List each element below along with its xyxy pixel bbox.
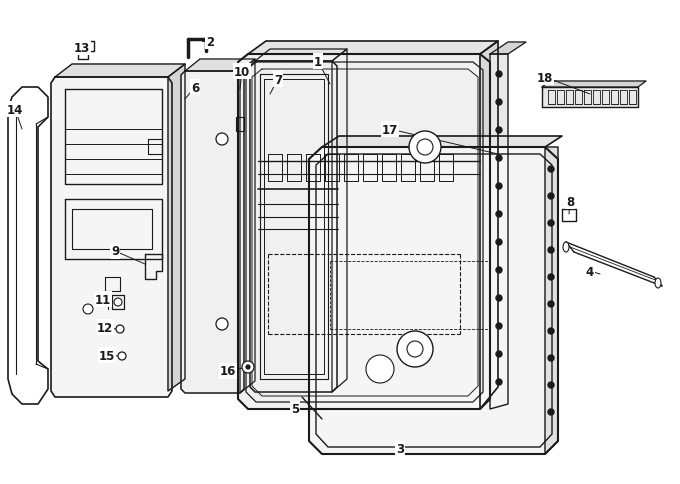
Text: 1: 1: [314, 55, 322, 68]
Polygon shape: [322, 136, 562, 148]
Circle shape: [496, 379, 502, 385]
Text: 4: 4: [586, 265, 594, 278]
Circle shape: [496, 128, 502, 134]
Polygon shape: [309, 148, 558, 454]
Text: 16: 16: [220, 365, 236, 378]
Circle shape: [496, 72, 502, 78]
Circle shape: [548, 328, 554, 334]
Circle shape: [496, 156, 502, 162]
Circle shape: [83, 304, 93, 314]
Circle shape: [246, 365, 250, 369]
Circle shape: [496, 100, 502, 106]
Circle shape: [548, 382, 554, 388]
Text: 7: 7: [274, 74, 282, 86]
Circle shape: [548, 302, 554, 307]
Polygon shape: [332, 50, 347, 392]
Polygon shape: [248, 42, 498, 55]
Circle shape: [548, 166, 554, 173]
Polygon shape: [168, 65, 185, 391]
Text: 13: 13: [74, 42, 90, 54]
Circle shape: [417, 140, 433, 156]
Circle shape: [548, 221, 554, 227]
Text: 12: 12: [97, 321, 113, 334]
Circle shape: [496, 323, 502, 329]
Text: 17: 17: [382, 123, 398, 136]
Polygon shape: [238, 55, 490, 409]
Polygon shape: [480, 42, 498, 409]
Polygon shape: [542, 88, 638, 108]
Circle shape: [407, 341, 423, 357]
Circle shape: [548, 194, 554, 199]
Text: 6: 6: [191, 81, 199, 94]
Circle shape: [548, 409, 554, 415]
Text: 10: 10: [234, 65, 250, 78]
Text: 8: 8: [566, 195, 574, 208]
Circle shape: [496, 240, 502, 245]
Circle shape: [397, 332, 433, 367]
Polygon shape: [55, 65, 185, 78]
Text: 18: 18: [537, 71, 554, 84]
Polygon shape: [545, 148, 558, 454]
Circle shape: [496, 212, 502, 217]
Polygon shape: [255, 50, 347, 62]
Circle shape: [496, 183, 502, 190]
Circle shape: [548, 355, 554, 361]
Polygon shape: [181, 72, 244, 393]
Polygon shape: [490, 55, 508, 409]
Circle shape: [409, 132, 441, 164]
Circle shape: [548, 247, 554, 254]
Circle shape: [216, 134, 228, 146]
Circle shape: [496, 268, 502, 273]
Circle shape: [496, 351, 502, 357]
Circle shape: [216, 318, 228, 330]
Polygon shape: [250, 62, 337, 392]
Circle shape: [116, 325, 124, 333]
Text: 3: 3: [396, 442, 404, 455]
Ellipse shape: [655, 278, 661, 288]
Text: 11: 11: [95, 293, 111, 306]
Polygon shape: [240, 60, 255, 393]
Circle shape: [496, 295, 502, 302]
Circle shape: [118, 352, 126, 360]
Text: 9: 9: [111, 245, 119, 258]
Polygon shape: [542, 82, 646, 88]
Circle shape: [366, 355, 394, 383]
Text: 14: 14: [7, 103, 23, 116]
Circle shape: [114, 298, 122, 306]
Text: 2: 2: [206, 35, 214, 48]
Ellipse shape: [563, 242, 569, 253]
Polygon shape: [51, 78, 172, 397]
Polygon shape: [185, 60, 255, 72]
Text: 5: 5: [291, 403, 299, 416]
Circle shape: [548, 274, 554, 280]
Circle shape: [242, 361, 254, 373]
Polygon shape: [490, 43, 526, 55]
Text: 15: 15: [99, 349, 115, 362]
